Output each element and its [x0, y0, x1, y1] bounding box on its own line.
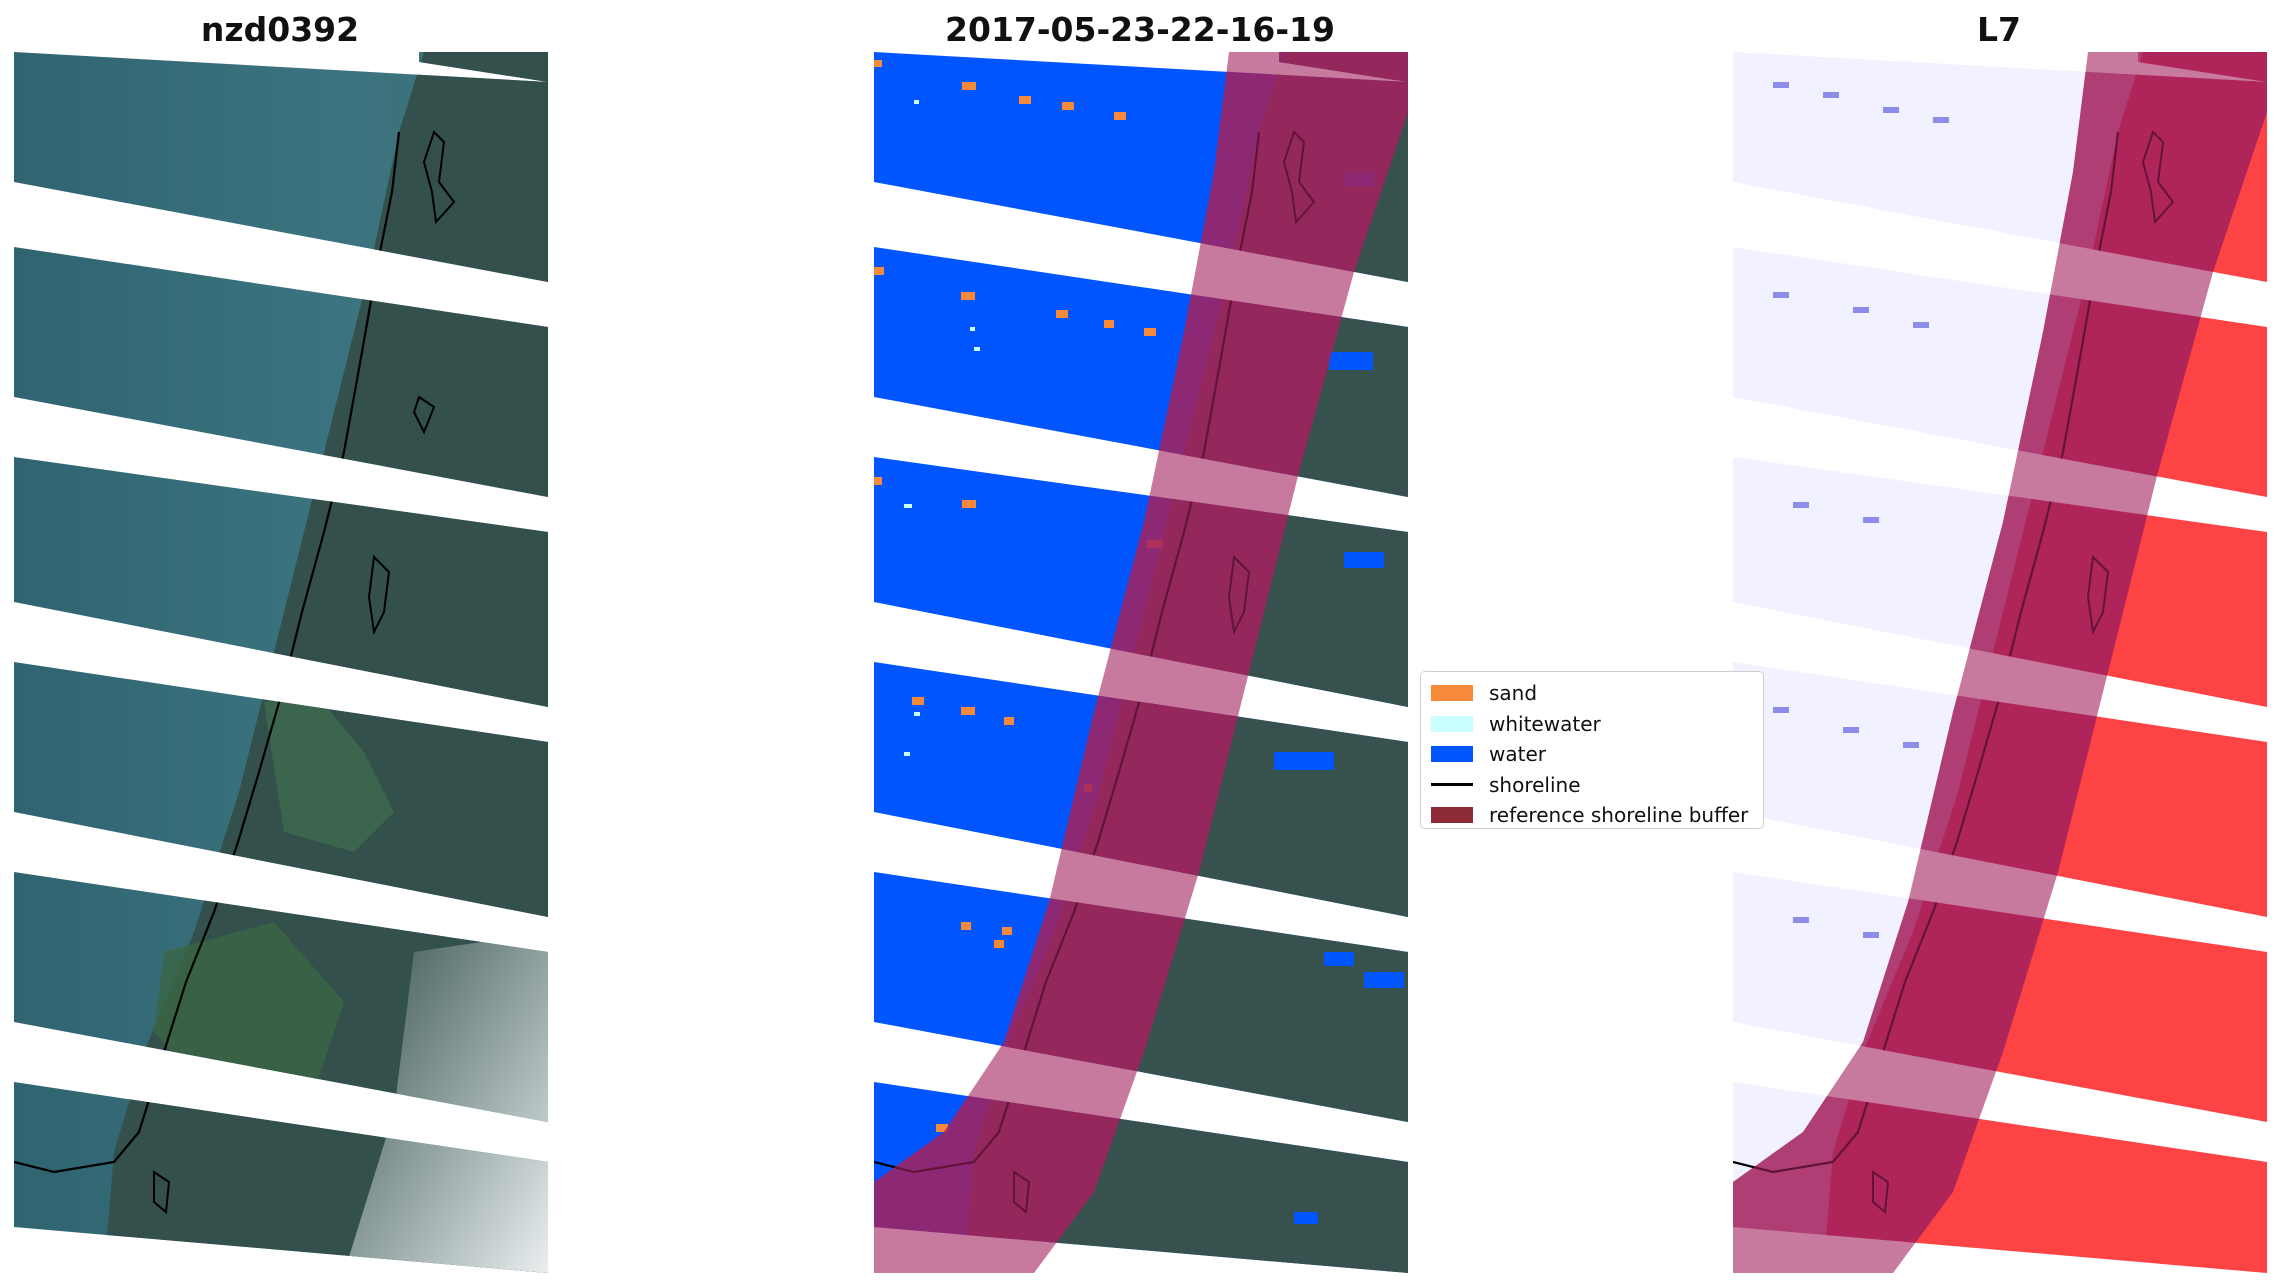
panel-title-index: L7: [1977, 10, 2021, 49]
rgb-image: [14, 52, 548, 1273]
reference-shoreline-buffer: [874, 52, 1408, 1273]
legend-item-sand: sand: [1421, 678, 1763, 709]
whitewater-swatch: [1431, 715, 1473, 732]
index-image-panel: [1733, 52, 2267, 1273]
panel-title-rgb: nzd0392: [200, 10, 360, 49]
legend-item-shoreline: shoreline: [1421, 770, 1763, 801]
classified-image: [874, 52, 1408, 1273]
legend-label: reference shoreline buffer: [1489, 803, 1749, 828]
legend-item-whitewater: whitewater: [1421, 709, 1763, 740]
shoreline-line-swatch: [1431, 783, 1473, 787]
panel-title-classified: 2017-05-23-22-16-19: [945, 10, 1335, 49]
sand-swatch: [1431, 685, 1473, 702]
water-swatch: [1431, 746, 1473, 763]
buffer-swatch: [1431, 807, 1473, 824]
legend-label: water: [1489, 742, 1546, 767]
legend-label: shoreline: [1489, 772, 1581, 797]
legend-label: sand: [1489, 681, 1538, 706]
legend-item-water: water: [1421, 739, 1763, 770]
classified-image-panel: [874, 52, 1408, 1273]
legend-item-reference-shoreline-buffer: reference shoreline buffer: [1421, 800, 1763, 831]
rgb-image-panel: [14, 52, 548, 1273]
legend: sand whitewater water shoreline referenc…: [1420, 671, 1764, 829]
legend-label: whitewater: [1489, 711, 1601, 736]
reference-shoreline-buffer: [1733, 52, 2267, 1273]
index-image: [1733, 52, 2267, 1273]
